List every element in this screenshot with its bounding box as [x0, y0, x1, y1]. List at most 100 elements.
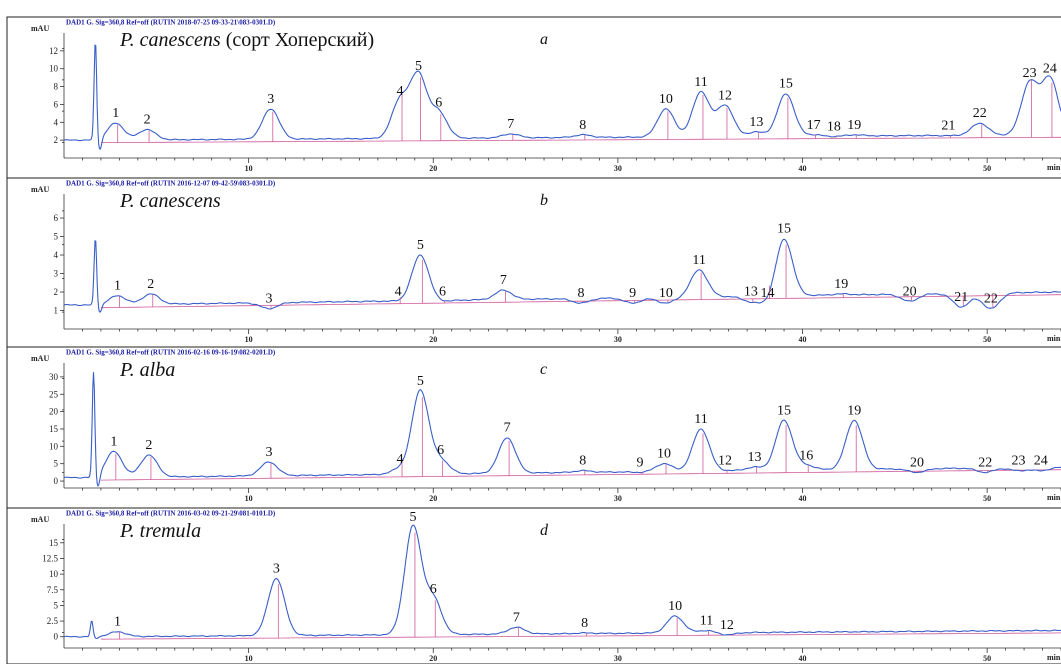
x-tick-label: 10: [245, 164, 253, 173]
y-tick-label: 25: [49, 389, 59, 399]
peak-label-22: 22: [973, 106, 987, 121]
y-tick-label: 12: [49, 46, 58, 56]
integration-baseline: [100, 136, 1061, 144]
peak-label-6: 6: [430, 582, 437, 597]
peak-label-7: 7: [504, 421, 511, 436]
peak-label-4: 4: [395, 284, 402, 299]
x-tick-label: 50: [983, 494, 991, 503]
x-tick-label: 30: [614, 164, 622, 173]
y-unit-label: mAU: [31, 24, 49, 33]
y-tick-label: 5: [54, 459, 59, 469]
y-tick-label: 15: [49, 538, 59, 548]
signal-header: DAD1 G. Sig=360,8 Ref=off (RUTIN 2016-03…: [66, 510, 276, 518]
peak-label-10: 10: [668, 599, 682, 614]
peak-label-23: 23: [1023, 66, 1037, 81]
y-tick-label: 4: [54, 250, 59, 260]
panel-letter: a: [540, 31, 548, 48]
x-tick-label: 30: [614, 494, 622, 503]
y-tick-label: 3: [54, 269, 59, 279]
peak-label-2: 2: [144, 112, 151, 127]
peak-label-10: 10: [659, 286, 673, 301]
peak-label-3: 3: [273, 561, 280, 576]
peak-label-18: 18: [827, 120, 841, 135]
y-tick-label: 7.5: [47, 585, 59, 595]
species-name: P. alba: [119, 359, 175, 381]
peak-label-9: 9: [629, 286, 636, 301]
y-tick-label: 0: [54, 476, 59, 486]
chromatogram-trace: [63, 524, 1061, 640]
y-tick-label: 6: [54, 213, 59, 223]
peak-label-8: 8: [579, 118, 586, 133]
peak-label-8: 8: [581, 616, 588, 631]
peak-label-11: 11: [694, 75, 707, 90]
chromatogram-panel-c: DAD1 G. Sig=360,8 Ref=off (RUTIN 2016-02…: [6, 346, 1061, 509]
peak-label-22: 22: [978, 455, 992, 470]
peak-label-19: 19: [834, 277, 848, 292]
peak-label-9: 9: [637, 455, 644, 470]
peak-label-10: 10: [657, 447, 671, 462]
y-unit-label: mAU: [31, 185, 49, 194]
signal-header: DAD1 G. Sig=360,8 Ref=off (RUTIN 2018-07…: [66, 19, 276, 27]
y-tick-label: 20: [49, 407, 59, 417]
peak-label-12: 12: [718, 454, 732, 469]
y-tick-label: 5: [54, 600, 59, 610]
species-name: P. canescens: [119, 190, 221, 212]
peak-label-24: 24: [1034, 454, 1048, 469]
chromatogram-trace: [63, 238, 1061, 313]
peak-label-11: 11: [700, 613, 713, 628]
y-tick-label: 8: [54, 82, 59, 92]
peak-label-20: 20: [910, 455, 924, 470]
y-unit-label: mAU: [31, 354, 49, 363]
x-tick-label: 10: [245, 494, 253, 503]
x-unit-label: min: [1047, 493, 1061, 502]
peak-label-7: 7: [500, 273, 507, 288]
peak-label-6: 6: [437, 443, 444, 458]
chromatogram-trace: [63, 372, 1061, 488]
peak-label-1: 1: [114, 615, 121, 630]
x-tick-label: 20: [429, 164, 437, 173]
x-tick-label: 50: [983, 335, 991, 344]
x-tick-label: 10: [245, 335, 253, 344]
chromatogram-trace: [63, 44, 1061, 150]
peak-label-21: 21: [941, 119, 955, 134]
peak-label-21: 21: [954, 290, 968, 305]
panel-letter: d: [540, 522, 549, 539]
panel-letter: b: [540, 192, 548, 209]
y-tick-label: 2.5: [47, 616, 59, 626]
peak-label-4: 4: [397, 84, 404, 99]
peak-label-14: 14: [760, 286, 774, 301]
species-name-italic: P. alba: [119, 359, 175, 381]
panel-frame: [6, 507, 1061, 664]
peak-label-7: 7: [513, 610, 520, 625]
x-tick-label: 20: [429, 654, 437, 663]
peak-label-24: 24: [1043, 62, 1057, 77]
panel-letter: c: [540, 361, 547, 378]
panel-frame: [6, 16, 1061, 179]
peak-label-8: 8: [579, 454, 586, 469]
peak-label-11: 11: [692, 253, 705, 268]
x-tick-label: 10: [245, 654, 253, 663]
x-tick-label: 20: [429, 335, 437, 344]
peak-label-23: 23: [1012, 454, 1026, 469]
peak-label-20: 20: [903, 284, 917, 299]
x-unit-label: min: [1047, 163, 1061, 172]
peak-label-3: 3: [265, 292, 272, 307]
peak-label-13: 13: [744, 284, 758, 299]
panel-frame: [6, 346, 1061, 509]
chromatogram-panel-a: DAD1 G. Sig=360,8 Ref=off (RUTIN 2018-07…: [6, 16, 1061, 179]
x-tick-label: 50: [983, 164, 991, 173]
peak-label-19: 19: [847, 118, 861, 133]
x-tick-label: 50: [983, 654, 991, 663]
peak-label-15: 15: [777, 221, 791, 236]
x-tick-label: 30: [614, 654, 622, 663]
x-tick-label: 30: [614, 335, 622, 344]
peak-label-5: 5: [417, 238, 424, 253]
y-tick-label: 10: [49, 441, 59, 451]
chromatogram-panel-b: DAD1 G. Sig=360,8 Ref=off (RUTIN 2016-12…: [6, 177, 1061, 348]
y-tick-label: 1: [54, 306, 59, 316]
peak-label-2: 2: [145, 438, 152, 453]
y-tick-label: 6: [54, 99, 59, 109]
species-name-italic: P. canescens: [119, 29, 221, 51]
peak-label-8: 8: [577, 286, 584, 301]
